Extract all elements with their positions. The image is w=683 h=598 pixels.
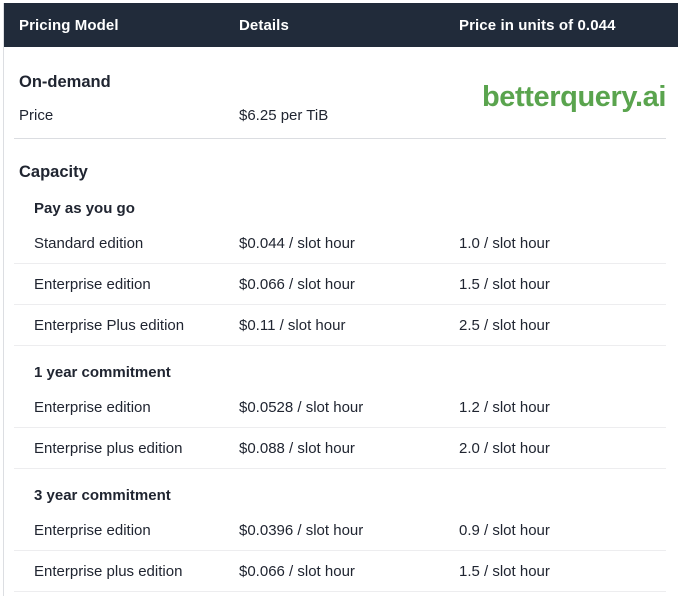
row-label: Enterprise edition	[34, 522, 151, 539]
row-details: $0.0528 / slot hour	[239, 399, 364, 416]
row-details: $0.066 / slot hour	[239, 563, 355, 580]
column-header-pricing-model: Pricing Model	[19, 16, 119, 34]
table-row: Enterprise edition $0.0528 / slot hour 1…	[4, 387, 678, 428]
table-row: Enterprise edition $0.066 / slot hour 1.…	[4, 264, 678, 305]
row-label: Price	[19, 107, 54, 124]
row-price: 1.2 / slot hour	[459, 399, 550, 416]
row-price: 0.9 / slot hour	[459, 522, 550, 539]
table-row: Price $6.25 per TiB	[4, 92, 678, 139]
row-label: Enterprise Plus edition	[34, 317, 185, 334]
pricing-table: Pricing Model Details Price in units of …	[3, 3, 678, 596]
table-header-row: Pricing Model Details Price in units of …	[4, 3, 678, 47]
table-row: Enterprise Plus edition $0.11 / slot hou…	[4, 305, 678, 346]
row-label: Standard edition	[34, 235, 144, 252]
section-title-on-demand: On-demand	[19, 73, 111, 91]
group-title-1-year-commitment: 1 year commitment	[34, 364, 171, 381]
row-details: $0.066 / slot hour	[239, 276, 355, 293]
row-label: Enterprise edition	[34, 276, 151, 293]
table-row: Enterprise plus edition $0.088 / slot ho…	[4, 428, 678, 469]
betterquery-logo: betterquery.ai	[481, 81, 666, 113]
table-row: Standard edition $0.044 / slot hour 1.0 …	[4, 223, 678, 264]
row-price: 2.0 / slot hour	[459, 440, 550, 457]
row-details: $0.088 / slot hour	[239, 440, 355, 457]
section-title-capacity: Capacity	[19, 163, 88, 181]
row-label: Enterprise plus edition	[34, 563, 183, 580]
row-details: $0.11 / slot hour	[239, 317, 346, 334]
row-details: $0.0396 / slot hour	[239, 522, 364, 539]
row-price: 1.5 / slot hour	[459, 276, 550, 293]
row-price: 2.5 / slot hour	[459, 317, 550, 334]
group-title-3-year-commitment: 3 year commitment	[34, 487, 171, 504]
table-row: Enterprise edition $0.0396 / slot hour 0…	[4, 510, 678, 551]
row-price	[459, 107, 678, 124]
column-header-price-units: Price in units of 0.044	[459, 16, 616, 34]
row-details: $6.25 per TiB	[239, 107, 329, 124]
column-header-details: Details	[239, 16, 289, 34]
group-title-pay-as-you-go: Pay as you go	[34, 200, 135, 217]
table-row: Enterprise plus edition $0.066 / slot ho…	[4, 551, 678, 592]
row-label: Enterprise plus edition	[34, 440, 183, 457]
row-label: Enterprise edition	[34, 399, 151, 416]
row-price: 1.5 / slot hour	[459, 563, 550, 580]
row-details: $0.044 / slot hour	[239, 235, 355, 252]
row-price: 1.0 / slot hour	[459, 235, 550, 252]
